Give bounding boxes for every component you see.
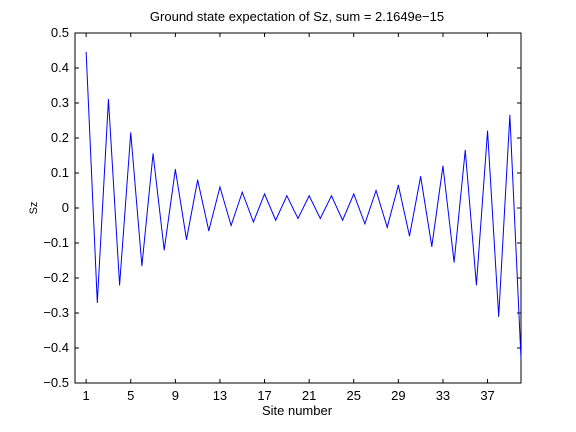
x-tick-label: 9 <box>172 388 179 403</box>
data-point <box>163 249 165 251</box>
data-point <box>475 284 477 286</box>
x-tick-label: 5 <box>127 388 134 403</box>
data-point <box>375 190 377 191</box>
x-tick-label: 17 <box>257 388 271 403</box>
series-layer <box>85 51 522 359</box>
y-tick-label: 0.4 <box>51 60 69 75</box>
data-point <box>219 186 221 188</box>
x-tick-label: 29 <box>391 388 405 403</box>
y-tick-label: 0.5 <box>51 25 69 40</box>
data-point <box>397 184 399 186</box>
data-point <box>409 235 410 237</box>
y-axis-label: Sz <box>28 202 40 215</box>
data-point <box>487 130 489 132</box>
data-point <box>141 265 143 267</box>
data-point <box>420 176 422 177</box>
chart-title: Ground state expectation of Sz, sum = 2.… <box>150 9 444 24</box>
data-point <box>509 114 511 116</box>
x-tick-label: 21 <box>302 388 316 403</box>
y-tick-label: 0 <box>62 200 69 215</box>
data-point <box>85 51 87 53</box>
y-tick-label: −0.1 <box>43 235 69 250</box>
data-point <box>330 195 332 197</box>
sz-series-line <box>85 52 522 359</box>
data-point <box>174 169 176 170</box>
y-tick-label: −0.4 <box>43 340 69 355</box>
data-point <box>353 193 355 195</box>
data-point <box>319 218 321 219</box>
x-axis: 1 5 9 13 17 21 25 29 33 37 <box>83 33 495 403</box>
data-point <box>208 230 210 232</box>
x-tick-label: 37 <box>480 388 494 403</box>
y-tick-label: 0.1 <box>51 165 69 180</box>
data-point <box>252 221 254 223</box>
data-point <box>442 165 444 167</box>
y-tick-label: −0.3 <box>43 305 69 320</box>
data-point <box>464 149 466 151</box>
data-point <box>186 239 187 240</box>
y-tick-label: −0.5 <box>43 375 69 390</box>
data-point <box>453 261 455 263</box>
data-point <box>275 219 277 221</box>
data-point <box>241 191 243 193</box>
y-tick-label: −0.2 <box>43 270 69 285</box>
data-point <box>297 218 299 219</box>
x-tick-label: 1 <box>83 388 90 403</box>
data-point <box>431 246 433 247</box>
y-axis: −0.5 −0.4 −0.3 −0.2 −0.1 0 0.1 0.2 0.3 0.4 0.5 <box>43 25 521 390</box>
y-tick-label: 0.3 <box>51 95 69 110</box>
data-point <box>152 153 154 155</box>
data-point <box>386 226 388 228</box>
x-tick-label: 25 <box>347 388 361 403</box>
data-point <box>286 195 288 197</box>
data-point <box>230 225 232 226</box>
data-point <box>96 302 98 303</box>
data-point <box>130 132 132 134</box>
x-tick-label: 13 <box>213 388 227 403</box>
data-point <box>498 316 500 317</box>
plot-area <box>74 32 522 384</box>
x-axis-label: Site number <box>262 403 333 418</box>
data-point <box>107 99 109 100</box>
data-point <box>264 193 266 195</box>
data-point <box>364 223 366 225</box>
data-point <box>342 219 344 221</box>
data-point <box>119 284 121 286</box>
data-point <box>520 358 522 359</box>
x-tick-label: 33 <box>436 388 450 403</box>
data-point <box>308 195 310 197</box>
y-tick-label: 0.2 <box>51 130 69 145</box>
data-point <box>197 179 199 181</box>
